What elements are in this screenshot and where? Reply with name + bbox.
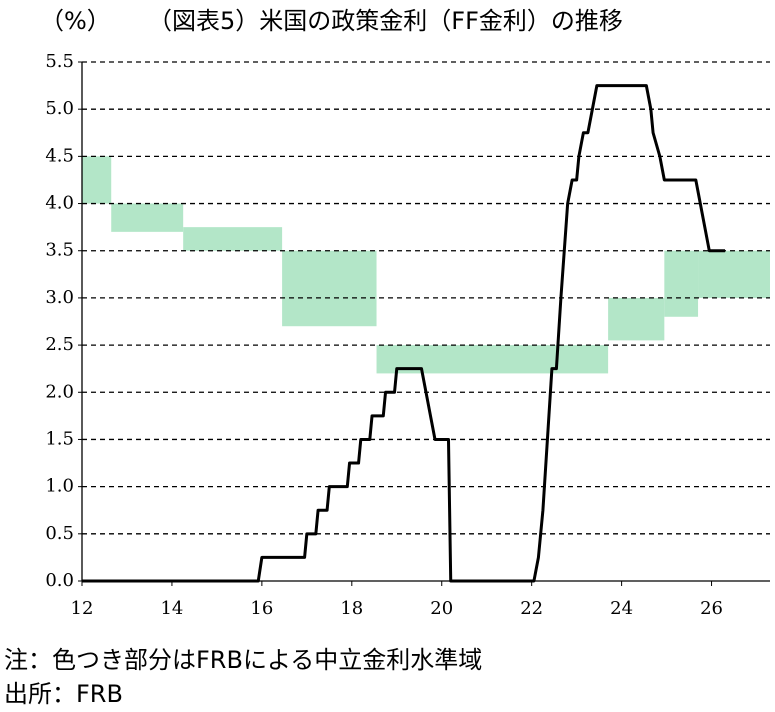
y-tick-label: 5.0 — [45, 98, 74, 119]
y-tick-label: 3.5 — [45, 240, 74, 261]
x-tick-label: 16 — [250, 598, 273, 619]
y-tick-label: 4.0 — [45, 193, 74, 214]
x-tick-label: 22 — [520, 598, 543, 619]
y-tick-label: 4.5 — [45, 145, 74, 166]
neutral-rate-band — [183, 227, 283, 251]
y-tick-label: 0.5 — [45, 523, 74, 544]
y-tick-label: 2.5 — [45, 334, 74, 355]
x-tick-label: 20 — [430, 598, 453, 619]
neutral-rate-band — [608, 297, 665, 341]
y-tick-label: 1.0 — [45, 476, 74, 497]
y-tick-label: 1.5 — [45, 428, 74, 449]
note: 注：色つき部分はFRBによる中立金利水準域 — [4, 646, 482, 674]
x-tick-label: 24 — [610, 598, 633, 619]
source: 出所：FRB — [4, 680, 123, 708]
y-tick-label: 2.0 — [45, 381, 74, 402]
neutral-rate-band — [82, 156, 112, 204]
x-tick-label: 18 — [340, 598, 363, 619]
neutral-rate-band — [111, 203, 184, 232]
neutral-rate-band — [698, 250, 770, 298]
y-tick-label: 5.5 — [45, 51, 74, 72]
rate-line — [82, 84, 726, 583]
x-tick-label: 12 — [71, 598, 94, 619]
y-tick-label: 3.0 — [45, 287, 74, 308]
x-tick-label: 14 — [160, 598, 183, 619]
y-axis-label: （%） — [40, 7, 111, 35]
chart-title: （図表5）米国の政策金利（FF金利）の推移 — [148, 7, 623, 35]
neutral-rate-band — [664, 250, 699, 317]
y-tick-label: 0.0 — [45, 570, 74, 591]
neutral-rate-band — [282, 250, 377, 327]
x-tick-label: 26 — [700, 598, 723, 619]
